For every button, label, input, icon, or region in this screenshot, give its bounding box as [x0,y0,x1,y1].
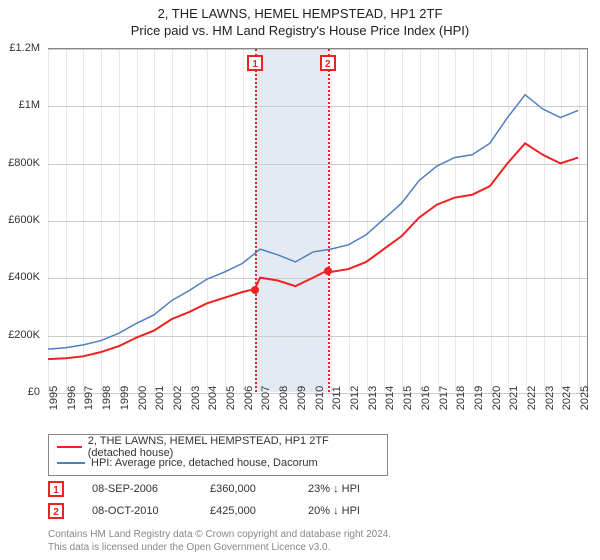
x-tick-label: 2007 [260,386,272,410]
legend-label: 2, THE LAWNS, HEMEL HEMPSTEAD, HP1 2TF (… [88,435,379,459]
x-tick-label: 2001 [154,386,166,410]
x-tick-label: 2009 [296,386,308,410]
x-tick-label: 2015 [402,386,414,410]
x-tick-label: 1999 [119,386,131,410]
x-tick-label: 2023 [544,386,556,410]
x-tick-label: 2017 [438,386,450,410]
sale-date: 08-OCT-2010 [92,505,182,517]
x-tick-label: 2014 [384,386,396,410]
x-tick-label: 2010 [314,386,326,410]
y-tick-label: £600K [8,214,40,226]
sale-badge: 2 [48,503,64,519]
x-tick-label: 2020 [491,386,503,410]
x-tick-label: 2019 [473,386,485,410]
sale-price: £360,000 [210,483,280,495]
x-tick-label: 2024 [561,386,573,410]
x-tick-label: 2021 [508,386,520,410]
y-tick-label: £400K [8,271,40,283]
sales-table: 1 08-SEP-2006 £360,000 23% ↓ HPI 2 08-OCT-201… [48,478,588,522]
y-tick-label: £0 [28,386,40,398]
sale-row: 1 08-SEP-2006 £360,000 23% ↓ HPI [48,478,588,500]
y-axis: £0£200K£400K£600K£800K£1M£1.2M [4,48,44,392]
series-lines [48,49,587,392]
y-tick-label: £1M [19,99,40,111]
legend: 2, THE LAWNS, HEMEL HEMPSTEAD, HP1 2TF (… [48,434,388,476]
sale-marker-dot [324,267,332,275]
chart-subtitle: Price paid vs. HM Land Registry's House … [0,23,600,38]
y-tick-label: £200K [8,329,40,341]
x-tick-label: 2018 [455,386,467,410]
sale-marker-dot [251,286,259,294]
footnote: Contains HM Land Registry data © Crown c… [48,528,588,554]
legend-swatch [57,446,82,448]
x-tick-label: 1996 [66,386,78,410]
sale-badge: 1 [48,481,64,497]
x-tick-label: 2022 [526,386,538,410]
x-tick-label: 2004 [207,386,219,410]
chart-title: 2, THE LAWNS, HEMEL HEMPSTEAD, HP1 2TF [0,6,600,21]
x-tick-label: 2013 [367,386,379,410]
sale-row: 2 08-OCT-2010 £425,000 20% ↓ HPI [48,500,588,522]
x-tick-label: 1998 [101,386,113,410]
footnote-line: This data is licensed under the Open Gov… [48,541,588,554]
y-tick-label: £1.2M [9,42,40,54]
x-tick-label: 2005 [225,386,237,410]
x-tick-label: 2000 [137,386,149,410]
x-tick-label: 1997 [83,386,95,410]
sale-diff: 20% ↓ HPI [308,505,398,517]
sale-price: £425,000 [210,505,280,517]
y-tick-label: £800K [8,157,40,169]
title-block: 2, THE LAWNS, HEMEL HEMPSTEAD, HP1 2TF P… [0,0,600,38]
x-tick-label: 2016 [420,386,432,410]
x-tick-label: 2012 [349,386,361,410]
legend-swatch [57,462,85,464]
x-tick-label: 2025 [579,386,591,410]
x-tick-label: 2008 [278,386,290,410]
x-tick-label: 2011 [331,386,343,410]
footnote-line: Contains HM Land Registry data © Crown c… [48,528,588,541]
series-hpi [48,95,578,349]
x-tick-label: 2002 [172,386,184,410]
x-tick-label: 2006 [243,386,255,410]
chart-container: 2, THE LAWNS, HEMEL HEMPSTEAD, HP1 2TF P… [0,0,600,560]
legend-label: HPI: Average price, detached house, Daco… [91,457,318,469]
sale-diff: 23% ↓ HPI [308,483,398,495]
legend-row: 2, THE LAWNS, HEMEL HEMPSTEAD, HP1 2TF (… [57,439,379,455]
x-tick-label: 2003 [190,386,202,410]
chart-plot-area: 12 [48,48,588,392]
x-tick-label: 1995 [48,386,60,410]
sale-date: 08-SEP-2006 [92,483,182,495]
x-axis: 1995199619971998199920002001200220032004… [48,394,588,434]
